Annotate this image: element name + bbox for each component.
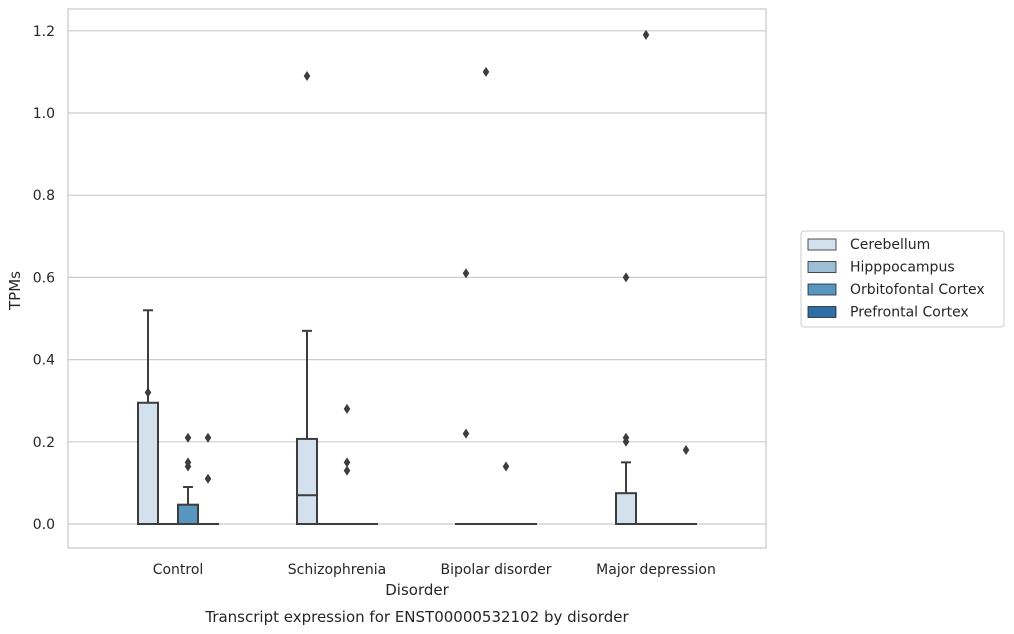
box-group [455, 66, 537, 526]
outlier-point [482, 66, 490, 77]
outlier-point [204, 473, 212, 484]
outlier-point [462, 428, 470, 439]
box [137, 401, 159, 526]
y-tick-label: 1.0 [33, 106, 55, 122]
box [615, 492, 637, 525]
box [296, 437, 318, 526]
y-tick-label: 0.8 [33, 188, 55, 204]
y-tick-label: 0.0 [33, 517, 55, 533]
legend-swatch [807, 261, 837, 273]
y-axis-title: TPMs [6, 271, 24, 311]
outlier-point [682, 445, 690, 456]
y-tick-label: 0.6 [33, 270, 55, 286]
outlier-point [343, 403, 351, 414]
y-axis-ticks: 0.0 0.2 0.4 0.6 0.8 1.0 1.2 [33, 24, 55, 533]
legend-label: Hipppocampus [850, 260, 955, 276]
box [177, 503, 199, 526]
legend-swatch [807, 283, 837, 296]
outlier-point [204, 432, 212, 443]
box-group [296, 71, 378, 526]
outlier-point [144, 387, 152, 398]
outlier-point [303, 71, 311, 82]
box-group [615, 29, 697, 526]
plot-frame [67, 8, 767, 549]
x-tick-label: Major depression [596, 562, 716, 578]
x-tick-label: Control [153, 562, 204, 578]
x-tick-label: Bipolar disorder [440, 562, 551, 578]
box-group [137, 309, 219, 526]
outlier-point [184, 457, 192, 468]
x-tick-label: Schizophrenia [288, 562, 386, 578]
y-tick-label: 1.2 [33, 24, 55, 40]
outlier-point [462, 268, 470, 279]
x-axis-title: Disorder [385, 581, 449, 599]
outlier-point [184, 432, 192, 443]
legend: Cerebellum Hipppocampus Orbitofontal Corte… [800, 230, 1005, 328]
outlier-point [343, 465, 351, 476]
outlier-point [343, 457, 351, 468]
legend-label: Orbitofontal Cortex [850, 282, 985, 298]
y-tick-label: 0.4 [33, 353, 55, 369]
x-axis-ticks: Control Schizophrenia Bipolar disorder Majo… [153, 562, 716, 578]
outlier-point [622, 272, 630, 283]
outlier-point [502, 461, 510, 472]
legend-swatch [807, 238, 837, 251]
box-groups [137, 29, 697, 526]
chart-title: Transcript expression for ENST0000053210… [204, 608, 629, 626]
legend-label: Prefrontal Cortex [850, 305, 969, 321]
legend-frame [800, 230, 1005, 328]
outlier-point [642, 29, 650, 40]
legend-label: Cerebellum [850, 237, 930, 253]
legend-swatch [807, 306, 837, 318]
outlier-point [622, 432, 630, 443]
y-tick-label: 0.2 [33, 435, 55, 451]
grid-lines [68, 30, 766, 525]
